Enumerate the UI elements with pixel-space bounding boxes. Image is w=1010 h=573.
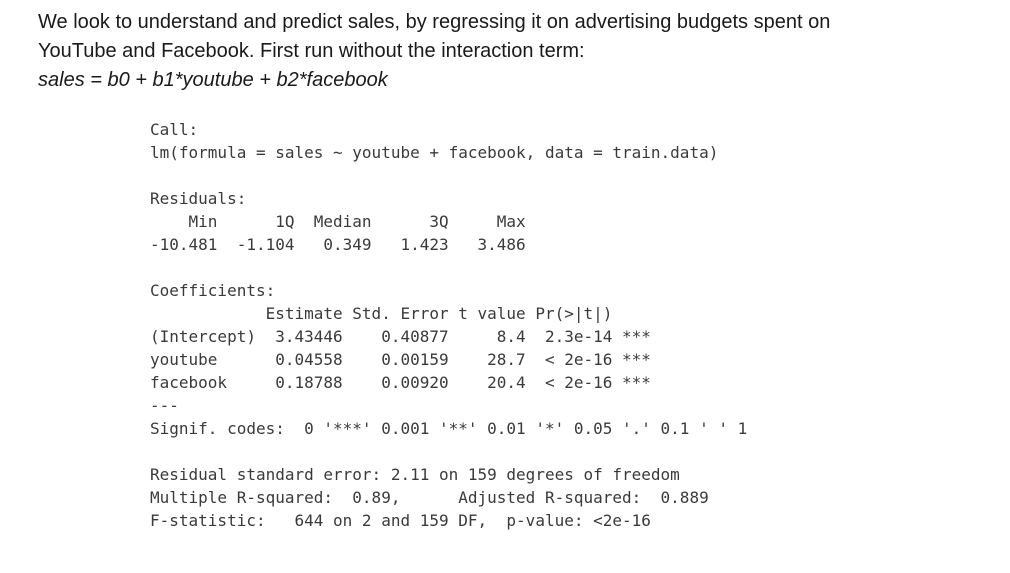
coefficients-header: Coefficients: [150,281,276,300]
f-statistic-line: F-statistic: 644 on 2 and 159 DF, p-valu… [150,511,651,530]
coef-row-youtube: youtube 0.04558 0.00159 28.7 < 2e-16 *** [150,350,651,369]
call-header: Call: [150,120,199,139]
separator: --- [150,396,179,415]
intro-line-2: YouTube and Facebook. First run without … [38,40,585,62]
residuals-values: -10.481 -1.104 0.349 1.423 3.486 [150,235,536,254]
call-line: lm(formula = sales ~ youtube + facebook,… [150,143,719,162]
regression-output: Call: lm(formula = sales ~ youtube + face… [150,118,747,532]
blank-line [150,440,747,463]
residuals-header: Residuals: [150,189,247,208]
residual-standard-error: Residual standard error: 2.11 on 159 deg… [150,465,680,484]
r-squared-line: Multiple R-squared: 0.89, Adjusted R-squ… [150,488,719,507]
regression-formula: sales = b0 + b1*youtube + b2*facebook [38,69,388,91]
intro-text: We look to understand and predict sales,… [38,8,830,95]
blank-line [150,256,747,279]
coefficients-columns: Estimate Std. Error t value Pr(>|t|) [150,304,651,323]
coef-row-intercept: (Intercept) 3.43446 0.40877 8.4 2.3e-14 … [150,327,651,346]
coef-row-facebook: facebook 0.18788 0.00920 20.4 < 2e-16 **… [150,373,651,392]
residuals-labels: Min 1Q Median 3Q Max [150,212,536,231]
intro-line-1: We look to understand and predict sales,… [38,11,831,33]
blank-line [150,164,747,187]
signif-codes: Signif. codes: 0 '***' 0.001 '**' 0.01 '… [150,419,748,438]
